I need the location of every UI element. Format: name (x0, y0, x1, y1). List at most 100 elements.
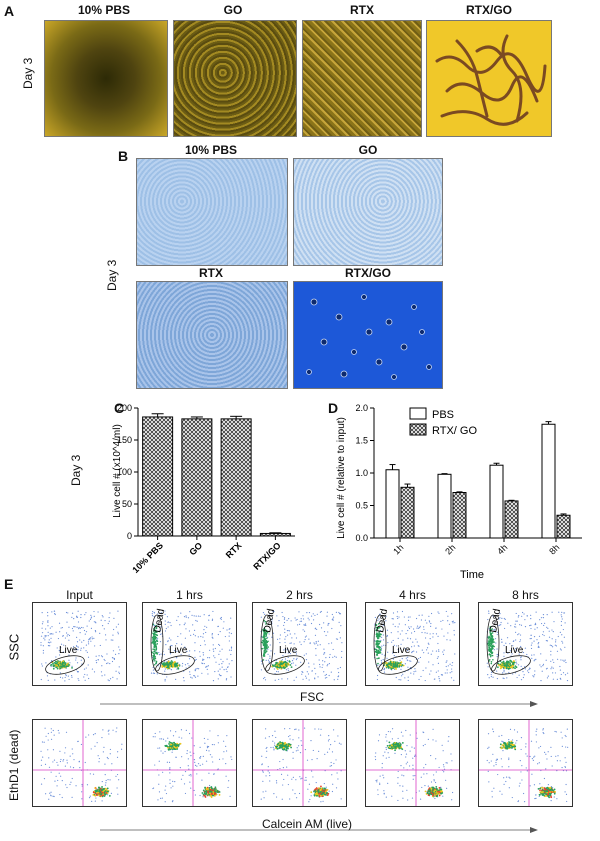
panel-a-side-label: Day 3 (21, 57, 35, 89)
d-y-tick-label: 2.0 (355, 403, 368, 413)
live-gate (265, 655, 305, 675)
quadrant-dots (479, 720, 572, 806)
c-x-tick-label: RTX (224, 540, 244, 560)
calcein-ethd1-plot-5 (478, 719, 573, 807)
fsc-ssc-plot-1: Live (32, 602, 127, 686)
quadrant-dots (143, 720, 236, 806)
dead-gate (486, 614, 500, 672)
c-bar-3 (220, 418, 252, 537)
d-bar-rtxgo-4h (504, 500, 519, 539)
fsc-ssc-dots: Dead Live (150, 608, 233, 682)
d-bar-pbs-4h (489, 464, 504, 539)
micrograph-a-rtxgo (426, 20, 552, 137)
row2-axis-arrow (100, 827, 538, 833)
micrograph-a-go (173, 20, 297, 137)
panel-a-title-4: RTX/GO (465, 3, 512, 17)
d-bar-rtxgo-2h (452, 492, 467, 539)
d-legend-swatch (409, 407, 427, 420)
quadrant-dots (33, 720, 126, 806)
fsc-ssc-dots: Dead Live (373, 608, 456, 682)
panel-c-label: C (114, 400, 125, 416)
d-x-tick-label: 4h (495, 542, 509, 556)
quadrant-dots (366, 720, 459, 806)
live-gate-label: Live (279, 645, 298, 656)
live-gate-label: Live (169, 645, 188, 656)
d-legend-label: PBS (432, 409, 454, 421)
micrograph-b-rtxgo (293, 281, 443, 389)
fsc-ssc-dots: Live (40, 610, 121, 682)
micrograph-a-rtx (302, 20, 422, 137)
c-x-tick-label: RTX/GO (251, 540, 282, 571)
dead-gate (150, 614, 164, 672)
fsc-ssc-plot-5: Dead Live (478, 602, 573, 686)
c-y-tick-label: 50 (122, 499, 132, 509)
c-x-tick-label: GO (187, 540, 204, 557)
dead-gate-label: Dead (488, 608, 503, 633)
row2-x-label: Calcein AM (live) (262, 817, 353, 831)
d-x-tick-label: 2h (443, 542, 457, 556)
live-gate (45, 655, 85, 675)
panel-e-title-1: Input (66, 588, 93, 602)
fsc-ssc-plot-2: Dead Live (142, 602, 237, 686)
micrograph-a-pbs (44, 20, 168, 137)
d-bar-rtxgo-8h (556, 514, 571, 539)
d-bar-pbs-8h (541, 423, 556, 539)
row2-y-label: EthD1 (dead) (7, 729, 21, 801)
d-x-tick-label: 1h (391, 542, 405, 556)
d-y-tick-label: 0.5 (355, 501, 368, 511)
panel-e-title-3: 2 hrs (286, 588, 313, 602)
panel-e-label: E (4, 576, 14, 592)
d-y-tick-label: 0.0 (355, 533, 368, 543)
c-bar-1 (142, 416, 174, 537)
dead-gate-label: Dead (375, 608, 390, 633)
live-gate (155, 655, 195, 675)
chart-c: Live cell # (x10^4/ml) 0 50 100 150 200 10% P… (112, 403, 295, 575)
c-bar-4 (259, 532, 291, 537)
c-y-axis-label: Live cell # (x10^4/ml) (112, 424, 123, 518)
c-bar-2 (181, 418, 213, 537)
fsc-ssc-dots: Dead Live (486, 608, 569, 682)
panel-e-title-5: 8 hrs (512, 588, 539, 602)
panel-b-title-1: 10% PBS (184, 143, 238, 157)
c-y-tick-label: 0 (127, 531, 132, 541)
panel-b-title-3: RTX (199, 266, 223, 280)
calcein-ethd1-plot-2 (142, 719, 237, 807)
dead-gate-label: Dead (152, 608, 167, 633)
panel-e-title-2: 1 hrs (176, 588, 203, 602)
c-y-tick-label: 200 (117, 403, 132, 413)
panel-a-title-3: RTX (350, 3, 374, 17)
d-bar-pbs-2h (437, 473, 452, 539)
live-gate-label: Live (505, 645, 524, 656)
panel-a-label: A (4, 3, 15, 19)
fsc-ssc-plot-4: Dead Live (365, 602, 460, 686)
micrograph-b-go (293, 158, 443, 266)
quadrant-dots (253, 720, 346, 806)
dead-gate-label: Dead (262, 608, 277, 633)
fsc-ssc-plot-3: Dead Live (252, 602, 347, 686)
c-y-tick-label: 100 (117, 467, 132, 477)
panel-b-title-4: RTX/GO (344, 266, 391, 280)
c-x-tick-label: 10% PBS (130, 540, 165, 575)
panel-b-title-2: GO (358, 143, 378, 157)
d-legend-swatch (409, 423, 427, 436)
live-gate (491, 655, 531, 675)
live-gate-label: Live (392, 645, 411, 656)
panel-b-label: B (118, 148, 129, 164)
d-bar-rtxgo-1h (400, 486, 415, 539)
panel-e-title-4: 4 hrs (399, 588, 426, 602)
panel-d-label: D (328, 400, 339, 416)
d-y-axis-label: Live cell # (relative to input) (336, 417, 347, 539)
d-x-axis-label: Time (460, 569, 484, 581)
row1-x-label: FSC (300, 690, 324, 704)
d-legend-label: RTX/ GO (432, 425, 477, 437)
live-gate-label: Live (59, 645, 78, 656)
panel-a-title-2: GO (223, 3, 243, 17)
live-gate (378, 655, 418, 675)
panel-b-side-label: Day 3 (105, 259, 119, 291)
row1-y-label: SSC (6, 633, 22, 661)
d-y-tick-label: 1.0 (355, 468, 368, 478)
dead-gate (260, 614, 274, 672)
chart-d: Live cell # (relative to input) Time 0.0… (336, 403, 582, 581)
row1-axis-arrow (100, 701, 538, 707)
panel-a-title-1: 10% PBS (77, 3, 131, 17)
